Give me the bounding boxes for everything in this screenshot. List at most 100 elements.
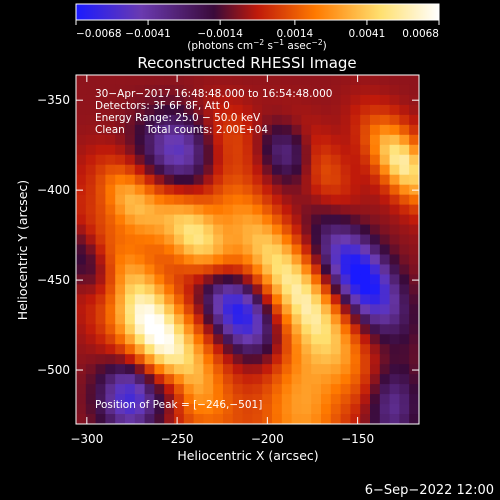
heatmap-cell [389,374,400,385]
heatmap-cell [311,114,322,126]
heatmap-cell [242,94,253,106]
heatmap-cell [183,134,195,146]
heatmap-cell [95,314,106,325]
heatmap-cell [95,124,106,136]
heatmap-cell [321,164,332,176]
heatmap-cell [252,124,263,136]
heatmap-cell [262,364,273,375]
heatmap-cell [115,184,126,196]
heatmap-cell [125,84,136,96]
heatmap-cell [183,254,195,266]
heatmap-cell [76,224,87,236]
heatmap-cell [115,384,126,395]
heatmap-cell [232,254,244,266]
heatmap-cell [350,264,361,276]
heatmap-cell [85,394,97,405]
heatmap-cell [76,324,87,335]
heatmap-cell [164,274,175,285]
heatmap-cell [174,164,185,176]
heatmap-cell [242,84,253,96]
heatmap-cell [242,174,253,186]
heatmap-cell [242,284,253,295]
heatmap-cell [262,194,273,206]
heatmap-cell [311,244,322,256]
heatmap-cell [232,304,244,315]
heatmap-cell [144,244,155,256]
heatmap-cell [399,244,410,256]
heatmap-cell [134,94,146,106]
heatmap-cell [105,354,116,365]
heatmap-cell [252,314,263,325]
heatmap-cell [291,344,302,355]
heatmap-cell [262,264,273,276]
heatmap-cell [350,314,361,325]
heatmap-cell [232,234,244,246]
heatmap-cell [105,84,116,96]
heatmap-cell [242,274,253,285]
heatmap-cell [213,284,224,295]
heatmap-cell [330,174,342,186]
heatmap-cell [85,194,97,206]
heatmap-cell [242,394,253,405]
heatmap-cell [321,374,332,385]
heatmap-cell [399,104,410,116]
heatmap-cell [105,324,116,335]
heatmap-cell [232,144,244,156]
heatmap-cell [321,384,332,395]
heatmap-cell [379,334,391,345]
heatmap-cell [399,204,410,216]
heatmap-cell [340,414,351,424]
heatmap-cell [134,304,146,315]
heatmap-cell [370,234,381,246]
heatmap-cell [85,354,97,365]
heatmap-cell [125,234,136,246]
heatmap-cell [193,364,204,375]
heatmap-cell [223,304,234,315]
heatmap-cell [154,364,165,375]
heatmap-cell [164,374,175,385]
heatmap-cell [370,274,381,285]
heatmap-cell [311,134,322,146]
heatmap-cell [115,334,126,345]
heatmap-cell [340,114,351,126]
heatmap-cell [399,294,410,305]
heatmap-cell [399,174,410,186]
heatmap-cell [164,344,175,355]
heatmap-cell [164,144,175,156]
heatmap-cell [370,154,381,166]
heatmap-cell [301,294,312,305]
heatmap-cell [115,294,126,305]
heatmap-cell [350,304,361,315]
heatmap-cell [252,394,263,405]
heatmap-cell [125,214,136,226]
heatmap-cell [291,224,302,236]
heatmap-cell [193,154,204,166]
heatmap-cell [281,314,293,325]
heatmap-cell [311,104,322,116]
heatmap-cell [213,184,224,196]
heatmap-cell [272,124,283,136]
heatmap-cell [144,234,155,246]
heatmap-cell [301,364,312,375]
heatmap-cell [193,164,204,176]
heatmap-cell [242,304,253,315]
heatmap-cell [350,104,361,116]
heatmap-cell [301,404,312,415]
heatmap-cell [370,114,381,126]
heatmap-cell [330,164,342,176]
heatmap-cell [105,334,116,345]
heatmap-cell [330,154,342,166]
heatmap-cell [272,384,283,395]
heatmap-cell [115,134,126,146]
heatmap-cell [154,374,165,385]
heatmap-cell [340,104,351,116]
heatmap-cell [232,284,244,295]
heatmap-cell [301,254,312,266]
heatmap-cell [281,264,293,276]
heatmap-cell [76,144,87,156]
heatmap-cell [330,324,342,335]
heatmap-cell [350,254,361,266]
heatmap-cell [360,344,371,355]
heatmap-cell [125,274,136,285]
heatmap-cell [213,234,224,246]
